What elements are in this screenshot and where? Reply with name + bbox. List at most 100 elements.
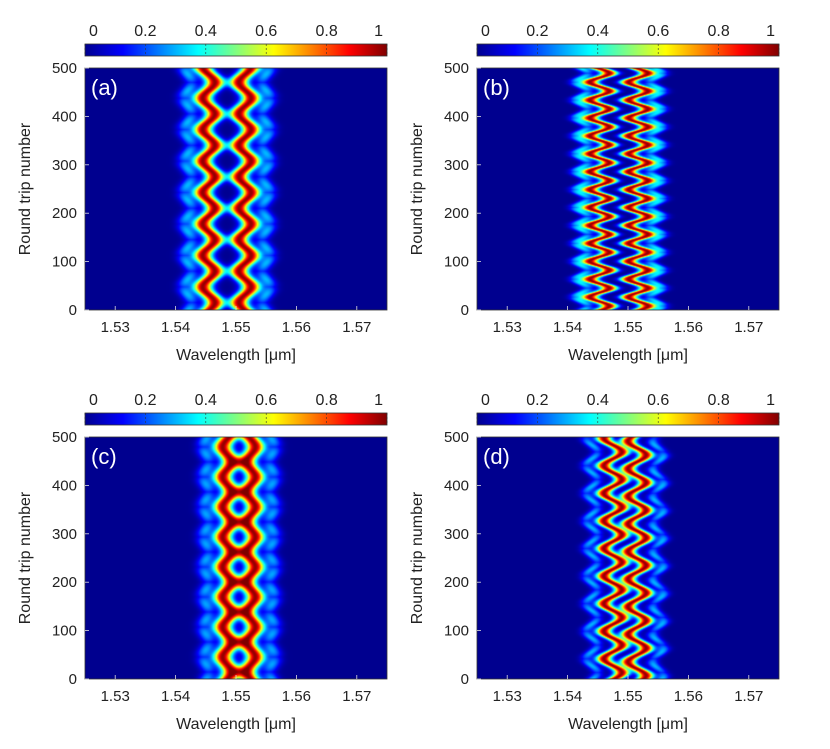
x-tick-label: 1.54 [161, 319, 190, 336]
y-tick-label: 0 [69, 302, 77, 319]
y-tick-label: 400 [444, 108, 469, 125]
colorbar-tick-label: 0.2 [134, 392, 156, 409]
colorbar-gradient [476, 412, 780, 426]
x-tick-label: 1.56 [674, 688, 703, 705]
colorbar-gradient [84, 43, 388, 57]
panel-label: (c) [91, 444, 117, 469]
x-tick-label: 1.56 [674, 319, 703, 336]
y-axis-label: Round trip number [17, 122, 34, 255]
colorbar-tick-label: 0.8 [315, 23, 337, 40]
colorbar-tick-label: 0.6 [255, 392, 277, 409]
y-tick-label: 200 [52, 574, 77, 591]
x-tick-label: 1.55 [221, 688, 250, 705]
colorbar-tick-label: 1 [374, 392, 383, 409]
y-tick-label: 500 [52, 429, 77, 446]
colorbar-tick-label: 0.4 [587, 392, 609, 409]
y-tick-label: 400 [52, 477, 77, 494]
heatmap-plot-d: (d) 1.53 1.54 1.55 1.56 1.57 0 100 200 300 400 50… [409, 429, 780, 733]
heatmap-image [85, 68, 387, 310]
y-tick-label: 400 [444, 477, 469, 494]
colorbar-tick-label: 0.6 [647, 392, 669, 409]
panel-label: (b) [483, 75, 510, 100]
y-tick-label: 0 [461, 302, 469, 319]
y-tick-label: 300 [444, 157, 469, 174]
y-tick-label: 100 [444, 254, 469, 271]
colorbar-tick-label: 0.8 [707, 392, 729, 409]
panel-label: (d) [483, 444, 510, 469]
y-tick-label: 200 [444, 205, 469, 222]
colorbar-gradient [476, 43, 780, 57]
x-tick-label: 1.57 [342, 319, 371, 336]
y-axis-label: Round trip number [17, 491, 34, 624]
x-tick-label: 1.55 [221, 319, 250, 336]
x-axis-label: Wavelength [μm] [176, 716, 296, 733]
y-tick-label: 300 [52, 526, 77, 543]
heatmap-image [477, 68, 779, 310]
y-tick-label: 500 [444, 60, 469, 77]
y-tick-label: 0 [69, 671, 77, 688]
x-tick-label: 1.54 [161, 688, 190, 705]
colorbar-b: 0 0.2 0.4 0.6 0.8 1 [476, 23, 780, 57]
y-tick-label: 100 [52, 254, 77, 271]
y-axis-label: Round trip number [409, 122, 426, 255]
x-tick-label: 1.55 [613, 688, 642, 705]
colorbar-tick-label: 1 [766, 23, 775, 40]
y-tick-label: 300 [52, 157, 77, 174]
x-tick-label: 1.56 [282, 688, 311, 705]
x-tick-label: 1.53 [101, 688, 130, 705]
y-tick-label: 500 [444, 429, 469, 446]
colorbar-tick-label: 0.4 [587, 23, 609, 40]
heatmap-image [477, 437, 779, 679]
x-tick-label: 1.53 [493, 688, 522, 705]
colorbar-d: 0 0.2 0.4 0.6 0.8 1 [476, 392, 780, 426]
colorbar-c: 0 0.2 0.4 0.6 0.8 1 [84, 392, 388, 426]
y-tick-label: 200 [444, 574, 469, 591]
panel-label: (a) [91, 75, 118, 100]
colorbar-tick-label: 0.2 [526, 23, 548, 40]
colorbar-a: 0 0.2 0.4 0.6 0.8 1 [84, 23, 388, 57]
panel-b: 0 0.2 0.4 0.6 0.8 1 (b) 1.53 1.54 1.55 1.56 1.57 … [409, 23, 780, 364]
x-tick-label: 1.57 [342, 688, 371, 705]
y-tick-label: 100 [444, 623, 469, 640]
x-tick-label: 1.56 [282, 319, 311, 336]
colorbar-tick-label: 0.4 [195, 23, 217, 40]
colorbar-gradient [84, 412, 388, 426]
x-tick-label: 1.57 [734, 319, 763, 336]
colorbar-tick-label: 0 [481, 392, 490, 409]
heatmap-image [85, 437, 387, 679]
colorbar-tick-label: 1 [374, 23, 383, 40]
panel-d: 0 0.2 0.4 0.6 0.8 1 (d) 1.53 1.54 1.55 1.56 1.57 … [409, 392, 780, 733]
x-axis-label: Wavelength [μm] [568, 347, 688, 364]
colorbar-tick-label: 1 [766, 392, 775, 409]
panel-c: 0 0.2 0.4 0.6 0.8 1 (c) 1.53 1.54 1.55 1.56 1.57 … [17, 392, 388, 733]
x-axis-label: Wavelength [μm] [568, 716, 688, 733]
colorbar-tick-label: 0.6 [647, 23, 669, 40]
colorbar-tick-label: 0.2 [526, 392, 548, 409]
x-tick-label: 1.54 [553, 319, 582, 336]
heatmap-plot-a: (a) 1.53 1.54 1.55 1.56 1.57 0 100 200 300 400 50… [17, 60, 388, 364]
colorbar-tick-label: 0 [89, 392, 98, 409]
x-tick-label: 1.54 [553, 688, 582, 705]
heatmap-plot-c: (c) 1.53 1.54 1.55 1.56 1.57 0 100 200 300 400 50… [17, 429, 388, 733]
y-tick-label: 200 [52, 205, 77, 222]
x-tick-label: 1.57 [734, 688, 763, 705]
x-axis-label: Wavelength [μm] [176, 347, 296, 364]
heatmap-plot-b: (b) 1.53 1.54 1.55 1.56 1.57 0 100 200 300 400 50… [409, 60, 780, 364]
x-tick-label: 1.53 [493, 319, 522, 336]
panel-a: 0 0.2 0.4 0.6 0.8 1 (a) 1.53 1.54 1.55 1.56 1.57 … [17, 23, 388, 364]
y-axis-label: Round trip number [409, 491, 426, 624]
y-tick-label: 0 [461, 671, 469, 688]
colorbar-tick-label: 0.8 [315, 392, 337, 409]
colorbar-tick-label: 0 [481, 23, 490, 40]
colorbar-tick-label: 0.6 [255, 23, 277, 40]
x-tick-label: 1.55 [613, 319, 642, 336]
y-tick-label: 100 [52, 623, 77, 640]
y-tick-label: 300 [444, 526, 469, 543]
y-tick-label: 500 [52, 60, 77, 77]
colorbar-tick-label: 0.4 [195, 392, 217, 409]
colorbar-tick-label: 0.8 [707, 23, 729, 40]
colorbar-tick-label: 0 [89, 23, 98, 40]
y-tick-label: 400 [52, 108, 77, 125]
x-tick-label: 1.53 [101, 319, 130, 336]
